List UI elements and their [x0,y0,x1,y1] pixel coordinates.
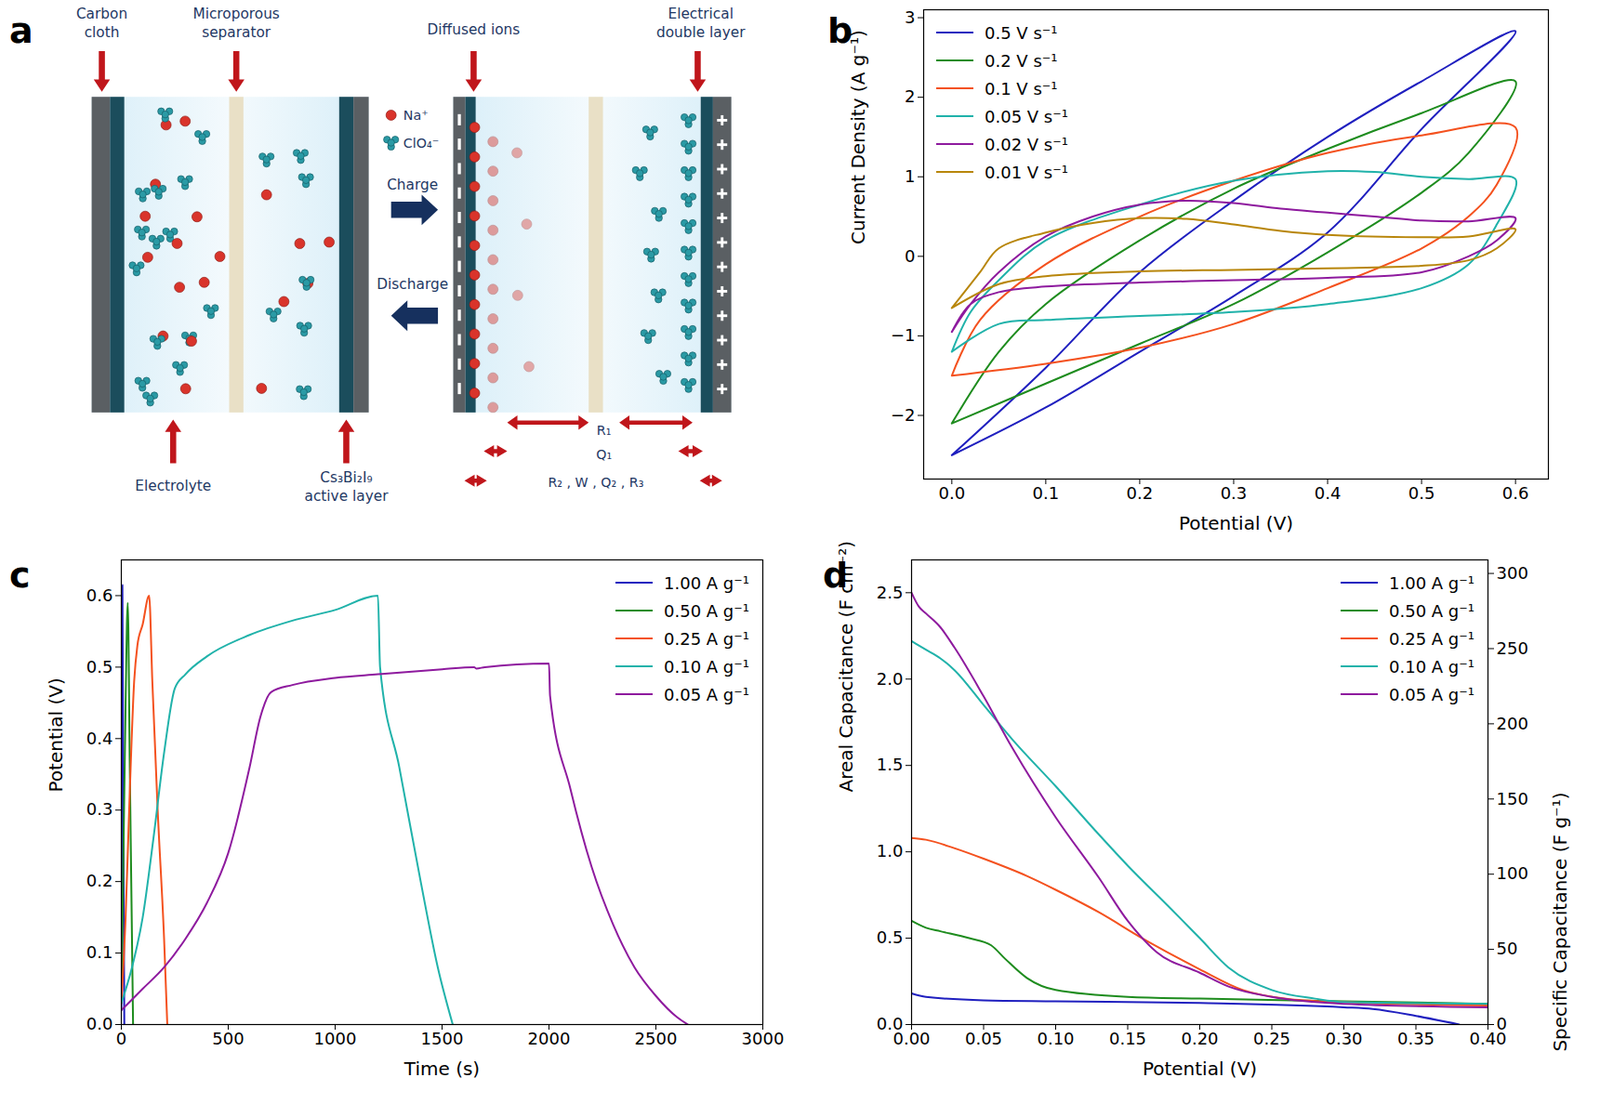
svg-text:0.15: 0.15 [1109,1029,1147,1049]
svg-text:0.2: 0.2 [86,871,114,891]
svg-text:0.5: 0.5 [1408,483,1436,503]
svg-text:Microporousseparator: Microporousseparator [192,5,279,41]
svg-text:50: 50 [1496,938,1519,959]
svg-text:0.4: 0.4 [86,728,114,749]
svg-text:1: 1 [904,166,915,186]
svg-text:1000: 1000 [314,1029,358,1049]
svg-text:0.1: 0.1 [1032,483,1060,503]
svg-text:0.25: 0.25 [1253,1029,1291,1049]
svg-text:3: 3 [904,7,915,27]
svg-text:Q₁: Q₁ [595,447,612,463]
svg-text:−2: −2 [890,405,916,425]
svg-text:0.30: 0.30 [1324,1029,1362,1049]
svg-text:0.0: 0.0 [86,1014,114,1034]
svg-text:0.6: 0.6 [1502,483,1530,503]
svg-text:Electrolyte: Electrolyte [134,477,212,495]
svg-text:0.3: 0.3 [1220,483,1248,503]
svg-text:300: 300 [1496,563,1529,583]
svg-text:200: 200 [1496,714,1529,734]
svg-text:0: 0 [116,1029,127,1049]
svg-text:Time (s): Time (s) [403,1057,480,1081]
svg-text:1.5: 1.5 [876,754,904,775]
svg-text:0: 0 [904,246,915,266]
svg-text:2500: 2500 [634,1029,678,1049]
svg-text:−1: −1 [890,325,916,345]
svg-text:Cs₃Bi₂I₉active layer: Cs₃Bi₂I₉active layer [304,469,390,505]
svg-text:0.35: 0.35 [1397,1029,1435,1049]
svg-text:1.0: 1.0 [876,841,904,861]
svg-text:Charge: Charge [386,176,438,194]
svg-text:0.0: 0.0 [876,1014,904,1034]
svg-text:Areal Capacitance (F cm⁻²): Areal Capacitance (F cm⁻²) [834,541,858,794]
svg-text:0.4: 0.4 [1314,483,1342,503]
svg-text:Electricaldouble layer: Electricaldouble layer [656,5,746,41]
svg-text:Potential (V): Potential (V) [44,677,67,793]
svg-text:0.5: 0.5 [876,927,904,948]
svg-text:2000: 2000 [528,1029,571,1049]
svg-text:0.5: 0.5 [86,657,114,677]
svg-text:150: 150 [1496,789,1529,809]
svg-text:0: 0 [1496,1014,1508,1034]
svg-text:0.3: 0.3 [86,799,114,820]
svg-text:ClO₄⁻: ClO₄⁻ [403,135,439,151]
svg-text:R₂ , W , Q₂ , R₃: R₂ , W , Q₂ , R₃ [547,475,644,490]
svg-text:Carboncloth: Carboncloth [76,5,128,41]
svg-text:Specific Capacitance (F g⁻¹): Specific Capacitance (F g⁻¹) [1548,793,1572,1053]
svg-text:Discharge: Discharge [376,276,449,293]
svg-text:0.20: 0.20 [1180,1029,1218,1049]
svg-text:0.6: 0.6 [86,585,114,606]
svg-text:1500: 1500 [421,1029,464,1049]
svg-text:3000: 3000 [741,1029,785,1049]
svg-text:Potential (V): Potential (V) [1178,512,1294,535]
svg-text:250: 250 [1496,638,1529,659]
svg-text:100: 100 [1496,863,1529,884]
svg-text:0.0: 0.0 [938,483,966,503]
svg-text:0.1: 0.1 [86,942,114,963]
svg-text:Na⁺: Na⁺ [403,107,429,123]
svg-text:Diffused ions: Diffused ions [427,21,521,39]
svg-text:0.05: 0.05 [965,1029,1003,1049]
svg-text:500: 500 [211,1029,244,1049]
svg-text:0.2: 0.2 [1126,483,1154,503]
svg-text:0.40: 0.40 [1468,1029,1507,1049]
svg-text:R₁: R₁ [596,423,612,438]
svg-text:2.5: 2.5 [876,582,904,603]
svg-text:2: 2 [904,86,915,106]
svg-text:0.10: 0.10 [1036,1029,1074,1049]
svg-text:2.0: 2.0 [876,669,904,689]
svg-text:Current Density (A g⁻¹): Current Density (A g⁻¹) [846,29,870,245]
svg-text:Potential (V): Potential (V) [1142,1057,1257,1081]
